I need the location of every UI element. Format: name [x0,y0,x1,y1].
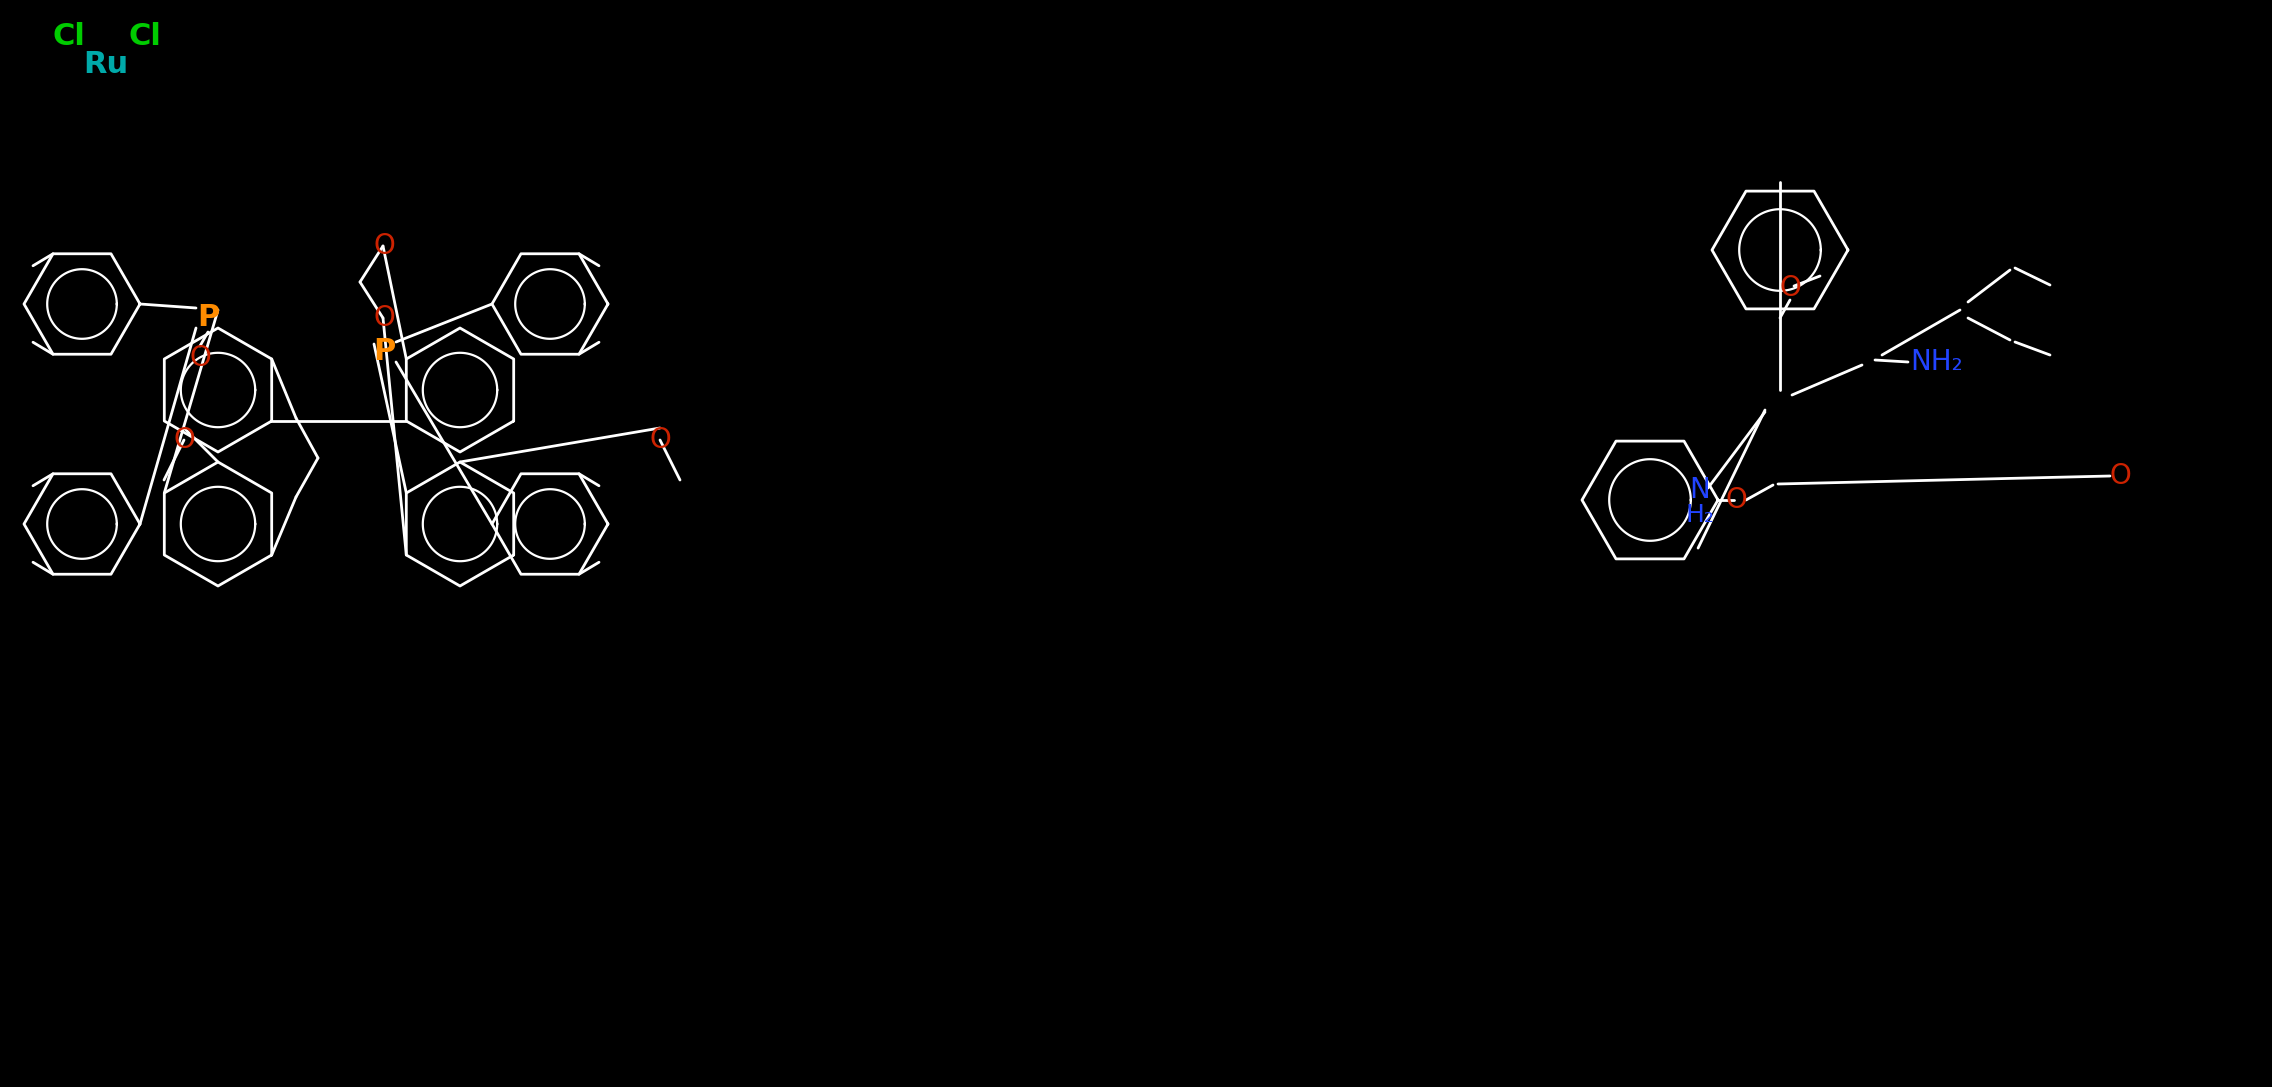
Text: P: P [198,303,218,333]
Text: P: P [373,337,395,366]
Text: O: O [2108,462,2131,490]
Text: O: O [1724,486,1747,514]
Text: N: N [1690,476,1711,504]
Text: NH₂: NH₂ [1911,348,1963,376]
Text: O: O [373,232,395,260]
Text: H₂: H₂ [1686,503,1715,527]
Text: O: O [189,343,211,372]
Text: O: O [373,304,395,332]
Text: Cl: Cl [52,22,84,51]
Text: O: O [1779,274,1802,302]
Text: O: O [650,426,670,454]
Text: Cl: Cl [127,22,161,51]
Text: Ru: Ru [84,50,127,79]
Text: O: O [173,426,195,454]
